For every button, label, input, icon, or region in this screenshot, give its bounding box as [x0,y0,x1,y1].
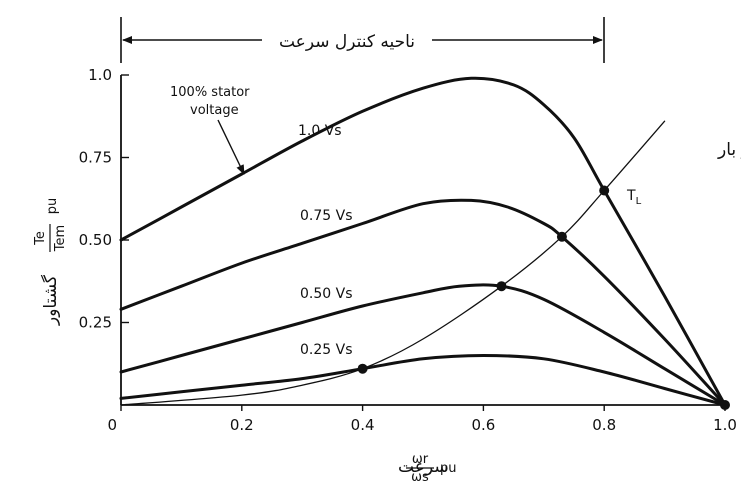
axes: 0 0.2 0.4 0.6 0.8 1.0 0.25 0.50 0.75 1.0 [79,66,737,434]
curve-0-25-vs [119,354,727,407]
x-axis-label-text: سرعت [398,457,448,477]
speed-control-region-annotation: ناحیه کنترل سرعت [120,17,605,63]
x-tick-label: 0.8 [592,416,616,434]
tl-label: TL [626,188,642,207]
x-axis-label-num: ωr [412,452,429,467]
x-ticks: 0 0.2 0.4 0.6 0.8 1.0 [107,405,737,434]
intersection-points [357,185,730,410]
x-tick-label: 0 [107,416,117,434]
stator-note-line1: 100% stator [170,85,250,100]
y-axis-label: گشتاور Te Tem pu [33,198,68,326]
tl-subscript: L [636,196,642,207]
y-tick-label: 0.50 [79,231,112,249]
operating-point [496,281,507,292]
y-tick-label: 1.0 [88,66,112,84]
series-label-0-75-vs: 0.75 Vs [300,208,353,224]
x-axis-label: سرعت ωr ωs pu [398,452,457,481]
y-axis-label-unit: pu [45,198,60,215]
load-torque-label: گشتاور بار [717,139,741,160]
series-layer [119,76,727,407]
x-tick-label: 0.6 [471,416,495,434]
y-tick-label: 0.75 [79,149,112,167]
y-axis-label-num: Te [33,231,48,246]
x-tick-label: 0.2 [230,416,254,434]
curve-0-50-vs [119,283,727,407]
curve-0-75-vs [119,198,727,407]
operating-point [357,363,368,374]
tl-symbol: T [626,188,636,204]
x-axis-label-unit: pu [440,461,457,476]
series-label-0-50-vs: 0.50 Vs [300,286,353,302]
operating-point [599,185,610,196]
speed-control-region-label: ناحیه کنترل سرعت [279,32,415,52]
series-label-0-25-vs: 0.25 Vs [300,342,353,358]
y-ticks: 0.25 0.50 0.75 1.0 [79,66,129,332]
x-tick-label: 1.0 [713,416,737,434]
x-tick-label: 0.4 [351,416,375,434]
y-axis-label-text: گشتاور [40,274,61,326]
operating-point [720,400,730,410]
load-torque-curve [120,120,666,406]
stator-note-line2: voltage [190,103,239,118]
curve-1-0-vs [119,76,727,407]
operating-point [556,231,567,242]
y-tick-label: 0.25 [79,314,112,332]
y-axis-label-den: Tem [53,225,68,252]
stator-note-arrow [217,119,245,175]
series-label-1-0-vs: 1.0 Vs [298,123,342,139]
x-axis-label-den: ωs [411,470,429,481]
